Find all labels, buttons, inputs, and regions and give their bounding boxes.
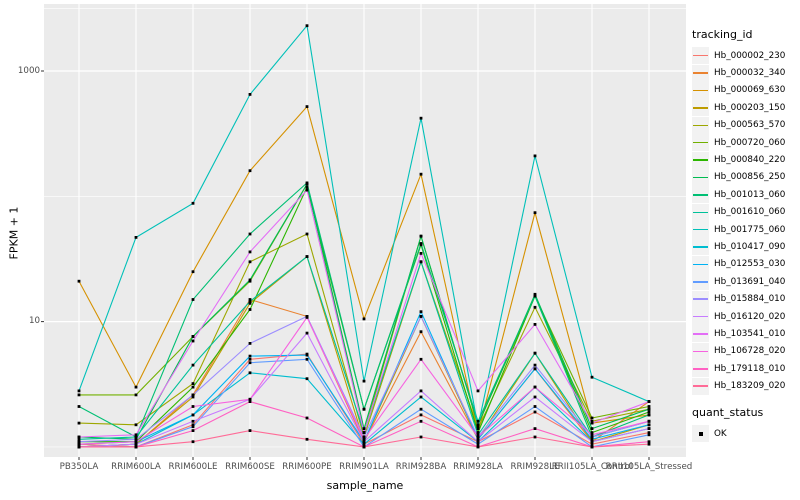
legend-key-line xyxy=(692,64,709,82)
x-tick-label-PB350LA: PB350LA xyxy=(59,462,99,472)
legend-item-label: OK xyxy=(714,428,727,439)
legend-item-label: Hb_012553_030 xyxy=(714,259,786,270)
legend-item-label: Hb_015884_010 xyxy=(714,294,786,305)
legend-key-line xyxy=(692,116,709,134)
legend-key-line xyxy=(692,238,709,256)
legend-key-line xyxy=(692,325,709,343)
legend-item-Hb_000032_340: Hb_000032_340 xyxy=(692,64,798,82)
legend-key-line xyxy=(692,47,709,65)
legend-key-line xyxy=(692,186,709,204)
legend-item-Hb_000563_570: Hb_000563_570 xyxy=(692,116,798,134)
legend-item-Hb_000069_630: Hb_000069_630 xyxy=(692,81,798,99)
x-tick-label-RRIM928LE: RRIM928LE xyxy=(510,462,560,472)
legend-item-Hb_001610_060: Hb_001610_060 xyxy=(692,203,798,221)
legend-key-line xyxy=(692,360,709,378)
legend-item-Hb_000856_250: Hb_000856_250 xyxy=(692,168,798,186)
x-tick-label-RRIM600LE: RRIM600LE xyxy=(168,462,218,472)
legend-item-Hb_010417_090: Hb_010417_090 xyxy=(692,238,798,256)
legend-item-Hb_012553_030: Hb_012553_030 xyxy=(692,255,798,273)
legend-key-line xyxy=(692,99,709,117)
y-axis-title: FPKM + 1 xyxy=(7,206,21,260)
legend-items-quant-status: OK xyxy=(692,425,798,442)
legend-item-label: Hb_179118_010 xyxy=(714,363,786,374)
legend-item-label: Hb_013691_040 xyxy=(714,276,786,287)
legend-item-label: Hb_001610_060 xyxy=(714,207,786,218)
legend-item-label: Hb_000720_060 xyxy=(714,137,786,148)
legend-item-Hb_179118_010: Hb_179118_010 xyxy=(692,360,798,378)
data-points xyxy=(77,24,651,449)
legend-item-Hb_183209_020: Hb_183209_020 xyxy=(692,377,798,395)
legend-items-tracking-id: Hb_000002_230 Hb_000032_340 Hb_000069_630 H… xyxy=(692,47,798,395)
legend-title-tracking-id: tracking_id xyxy=(692,28,753,41)
legend-item-label: Hb_000032_340 xyxy=(714,68,786,79)
legend-item-label: Hb_183209_020 xyxy=(714,381,786,392)
legend-item-label: Hb_000563_570 xyxy=(714,120,786,131)
gridlines-major xyxy=(44,4,686,457)
legend-key-point xyxy=(692,425,709,442)
legend: tracking_id Hb_000002_230 Hb_000032_340 Hb… xyxy=(692,28,798,442)
legend-key-line xyxy=(692,81,709,99)
legend-item-Hb_001013_060: Hb_001013_060 xyxy=(692,186,798,204)
x-tick-label-RRII105LA_Stressed: RRII105LA_Stressed xyxy=(605,462,693,472)
legend-block-quant-status: quant_status OK xyxy=(692,406,798,442)
legend-item-Hb_016120_020: Hb_016120_020 xyxy=(692,308,798,326)
legend-item-Hb_000720_060: Hb_000720_060 xyxy=(692,134,798,152)
x-tick-label-RRIM600SE: RRIM600SE xyxy=(225,462,275,472)
legend-item-Hb_000840_220: Hb_000840_220 xyxy=(692,151,798,169)
legend-key-line xyxy=(692,134,709,152)
legend-item-label: Hb_016120_020 xyxy=(714,311,786,322)
legend-title-quant-status: quant_status xyxy=(692,405,764,419)
legend-key-line xyxy=(692,255,709,273)
legend-key-line xyxy=(692,290,709,308)
legend-item-label: Hb_103541_010 xyxy=(714,328,786,339)
legend-item-label: Hb_000203_150 xyxy=(714,102,786,113)
legend-item-Hb_001775_060: Hb_001775_060 xyxy=(692,221,798,239)
legend-item-label: Hb_000069_630 xyxy=(714,85,786,96)
legend-item-Hb_000203_150: Hb_000203_150 xyxy=(692,99,798,117)
legend-key-line xyxy=(692,377,709,395)
legend-item-Hb_015884_010: Hb_015884_010 xyxy=(692,290,798,308)
legend-item-Hb_106728_020: Hb_106728_020 xyxy=(692,342,798,360)
x-axis-title: sample_name xyxy=(326,479,404,492)
x-tick-label-RRIM901LA: RRIM901LA xyxy=(339,462,389,472)
legend-item-Hb_000002_230: Hb_000002_230 xyxy=(692,47,798,65)
y-tick-label-10: 10 xyxy=(28,316,40,327)
x-tick-label-RRIM928LA: RRIM928LA xyxy=(453,462,503,472)
legend-item-Hb_013691_040: Hb_013691_040 xyxy=(692,273,798,291)
legend-item-quant-OK: OK xyxy=(692,425,798,442)
legend-key-line xyxy=(692,151,709,169)
y-tick-label-1000: 1000 xyxy=(17,65,40,76)
legend-item-label: Hb_001775_060 xyxy=(714,224,786,235)
legend-key-line xyxy=(692,221,709,239)
legend-key-line xyxy=(692,308,709,326)
legend-item-label: Hb_000840_220 xyxy=(714,155,786,166)
legend-key-line xyxy=(692,168,709,186)
legend-item-label: Hb_000856_250 xyxy=(714,172,786,183)
panel-background xyxy=(44,4,686,457)
legend-key-line xyxy=(692,203,709,221)
axis-tick-marks xyxy=(41,70,650,460)
legend-key-line xyxy=(692,342,709,360)
legend-item-label: Hb_001013_060 xyxy=(714,189,786,200)
x-tick-label-RRIM600LA: RRIM600LA xyxy=(111,462,161,472)
legend-item-label: Hb_106728_020 xyxy=(714,346,786,357)
legend-item-Hb_103541_010: Hb_103541_010 xyxy=(692,325,798,343)
legend-key-line xyxy=(692,273,709,291)
x-tick-label-RRII105LA_Control: RRII105LA_Control xyxy=(551,462,633,472)
x-tick-label-RRIM600PE: RRIM600PE xyxy=(282,462,332,472)
x-tick-label-RRIM928BA: RRIM928BA xyxy=(395,462,447,472)
legend-item-label: Hb_000002_230 xyxy=(714,50,786,61)
legend-item-label: Hb_010417_090 xyxy=(714,241,786,252)
